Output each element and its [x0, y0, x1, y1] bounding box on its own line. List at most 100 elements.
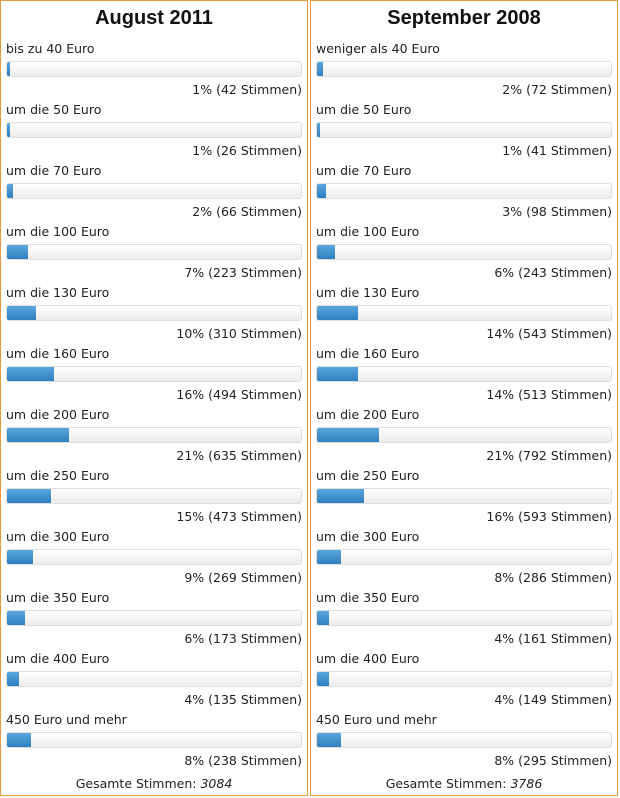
- poll-bar: [7, 428, 69, 442]
- poll-option-label: um die 300 Euro: [6, 529, 110, 544]
- poll-option-label: um die 400 Euro: [6, 651, 110, 666]
- poll-item: um die 70 Euro 2% (66 Stimmen): [1, 163, 307, 224]
- poll-bar-track: [6, 366, 302, 382]
- poll-result: 1% (26 Stimmen): [192, 143, 302, 158]
- poll-result: 8% (286 Stimmen): [494, 570, 612, 585]
- poll-option-label: um die 50 Euro: [6, 102, 102, 117]
- poll-bar: [317, 489, 365, 503]
- poll-bar-track: [6, 732, 302, 748]
- poll-bar: [7, 672, 19, 686]
- poll-bar-track: [6, 183, 302, 199]
- poll-option-label: 450 Euro und mehr: [6, 712, 127, 727]
- total-votes-label: Gesamte Stimmen:: [385, 776, 507, 791]
- poll-result: 3% (98 Stimmen): [502, 204, 612, 219]
- poll-bar: [7, 489, 52, 503]
- poll-option-label: um die 70 Euro: [6, 163, 102, 178]
- poll-result: 4% (161 Stimmen): [494, 631, 612, 646]
- poll-option-label: um die 160 Euro: [316, 346, 420, 361]
- poll-bar-track: [6, 122, 302, 138]
- total-votes: Gesamte Stimmen: 3786: [311, 776, 617, 792]
- poll-items: weniger als 40 Euro 2% (72 Stimmen) um die…: [311, 41, 617, 773]
- poll-bar-track: [316, 122, 612, 138]
- poll-option-label: bis zu 40 Euro: [6, 41, 95, 56]
- poll-item: um die 70 Euro 3% (98 Stimmen): [311, 163, 617, 224]
- poll-option-label: um die 350 Euro: [316, 590, 420, 605]
- poll-result: 2% (66 Stimmen): [192, 204, 302, 219]
- total-votes-value: 3786: [510, 776, 543, 791]
- poll-item: um die 50 Euro 1% (41 Stimmen): [311, 102, 617, 163]
- poll-result: 16% (593 Stimmen): [486, 509, 612, 524]
- poll-option-label: um die 250 Euro: [316, 468, 420, 483]
- total-votes: Gesamte Stimmen: 3084: [1, 776, 307, 792]
- poll-option-label: um die 70 Euro: [316, 163, 412, 178]
- poll-bar-track: [316, 610, 612, 626]
- poll-bar: [317, 367, 359, 381]
- poll-bar-track: [6, 305, 302, 321]
- poll-item: um die 300 Euro 8% (286 Stimmen): [311, 529, 617, 590]
- poll-bar: [317, 672, 329, 686]
- poll-result: 9% (269 Stimmen): [184, 570, 302, 585]
- poll-bar-track: [6, 61, 302, 77]
- poll-result: 6% (173 Stimmen): [184, 631, 302, 646]
- poll-option-label: um die 130 Euro: [316, 285, 420, 300]
- poll-result: 1% (42 Stimmen): [192, 82, 302, 97]
- poll-bar-track: [316, 671, 612, 687]
- poll-bar: [7, 62, 10, 76]
- poll-column-august-2011: August 2011 bis zu 40 Euro 1% (42 Stimmen…: [0, 0, 308, 796]
- poll-item: bis zu 40 Euro 1% (42 Stimmen): [1, 41, 307, 102]
- poll-result: 7% (223 Stimmen): [184, 265, 302, 280]
- poll-item: um die 100 Euro 6% (243 Stimmen): [311, 224, 617, 285]
- poll-option-label: um die 350 Euro: [6, 590, 110, 605]
- poll-result: 4% (149 Stimmen): [494, 692, 612, 707]
- poll-item: um die 200 Euro 21% (792 Stimmen): [311, 407, 617, 468]
- poll-option-label: um die 130 Euro: [6, 285, 110, 300]
- poll-result: 14% (513 Stimmen): [486, 387, 612, 402]
- poll-bar: [7, 123, 10, 137]
- poll-bar-track: [316, 183, 612, 199]
- poll-item: um die 130 Euro 14% (543 Stimmen): [311, 285, 617, 346]
- poll-item: um die 250 Euro 15% (473 Stimmen): [1, 468, 307, 529]
- poll-bar: [317, 733, 341, 747]
- poll-bar-track: [6, 671, 302, 687]
- poll-bar: [7, 245, 28, 259]
- poll-item: um die 130 Euro 10% (310 Stimmen): [1, 285, 307, 346]
- poll-bar-track: [316, 488, 612, 504]
- poll-option-label: um die 100 Euro: [6, 224, 110, 239]
- poll-bar-track: [6, 427, 302, 443]
- poll-bar-track: [6, 610, 302, 626]
- poll-item: um die 100 Euro 7% (223 Stimmen): [1, 224, 307, 285]
- poll-bar-track: [316, 366, 612, 382]
- poll-item: um die 350 Euro 6% (173 Stimmen): [1, 590, 307, 651]
- poll-bar: [7, 611, 25, 625]
- poll-bar: [7, 306, 37, 320]
- poll-result: 21% (792 Stimmen): [486, 448, 612, 463]
- total-votes-label: Gesamte Stimmen:: [75, 776, 197, 791]
- poll-option-label: um die 200 Euro: [6, 407, 110, 422]
- poll-result: 15% (473 Stimmen): [176, 509, 302, 524]
- poll-bar: [317, 62, 323, 76]
- column-title: September 2008: [387, 7, 541, 29]
- poll-bar: [7, 550, 34, 564]
- poll-item: um die 400 Euro 4% (149 Stimmen): [311, 651, 617, 712]
- poll-bar-track: [6, 488, 302, 504]
- poll-item: 450 Euro und mehr 8% (295 Stimmen): [311, 712, 617, 773]
- poll-result: 8% (238 Stimmen): [184, 753, 302, 768]
- poll-option-label: um die 300 Euro: [316, 529, 420, 544]
- poll-item: um die 160 Euro 16% (494 Stimmen): [1, 346, 307, 407]
- poll-bar-track: [316, 61, 612, 77]
- poll-bar: [7, 367, 55, 381]
- poll-option-label: 450 Euro und mehr: [316, 712, 437, 727]
- poll-bar-track: [316, 244, 612, 260]
- poll-bar: [317, 550, 341, 564]
- poll-result: 6% (243 Stimmen): [494, 265, 612, 280]
- poll-bar: [7, 184, 13, 198]
- poll-bar: [7, 733, 31, 747]
- total-votes-value: 3084: [200, 776, 233, 791]
- poll-result: 10% (310 Stimmen): [176, 326, 302, 341]
- poll-result: 21% (635 Stimmen): [176, 448, 302, 463]
- poll-bar: [317, 245, 335, 259]
- poll-result: 1% (41 Stimmen): [502, 143, 612, 158]
- poll-item: um die 400 Euro 4% (135 Stimmen): [1, 651, 307, 712]
- poll-item: weniger als 40 Euro 2% (72 Stimmen): [311, 41, 617, 102]
